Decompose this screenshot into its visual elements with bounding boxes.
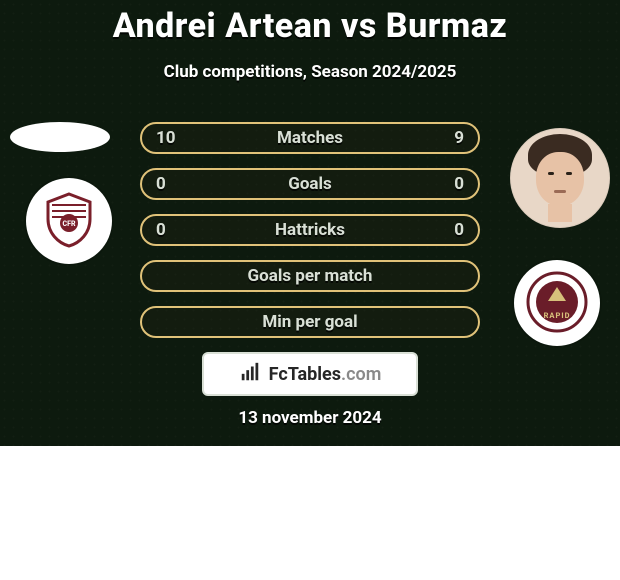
bar-chart-icon bbox=[239, 361, 261, 387]
stat-label: Matches bbox=[277, 128, 343, 148]
svg-text:RAPID: RAPID bbox=[544, 311, 571, 320]
date-label: 13 november 2024 bbox=[0, 408, 620, 428]
club-badge-right: RAPID bbox=[514, 260, 600, 346]
stat-bar: Min per goal bbox=[140, 306, 480, 338]
white-panel bbox=[0, 446, 620, 580]
stat-bar: 0 Hattricks 0 bbox=[140, 214, 480, 246]
subtitle: Club competitions, Season 2024/2025 bbox=[0, 62, 620, 82]
stat-left-value: 0 bbox=[156, 220, 166, 240]
brand-panel[interactable]: FcTables.com bbox=[202, 352, 418, 396]
stat-label: Hattricks bbox=[275, 220, 345, 240]
stat-right-value: 0 bbox=[454, 174, 464, 194]
stat-label: Min per goal bbox=[262, 312, 357, 332]
svg-text:CFR: CFR bbox=[63, 220, 76, 228]
stat-bar: Goals per match bbox=[140, 260, 480, 292]
page-title: Andrei Artean vs Burmaz bbox=[0, 6, 620, 46]
club-badge-left: CFR bbox=[26, 178, 112, 264]
stat-label: Goals per match bbox=[248, 266, 373, 286]
player-avatar-right bbox=[510, 128, 610, 228]
stat-left-value: 0 bbox=[156, 174, 166, 194]
stat-bar: 10 Matches 9 bbox=[140, 122, 480, 154]
stat-right-value: 9 bbox=[454, 128, 464, 148]
stat-left-value: 10 bbox=[156, 128, 176, 148]
stat-label: Goals bbox=[288, 174, 332, 194]
stat-right-value: 0 bbox=[454, 220, 464, 240]
stat-bar: 0 Goals 0 bbox=[140, 168, 480, 200]
brand-text: FcTables.com bbox=[269, 364, 382, 385]
player-avatar-left bbox=[10, 122, 110, 152]
